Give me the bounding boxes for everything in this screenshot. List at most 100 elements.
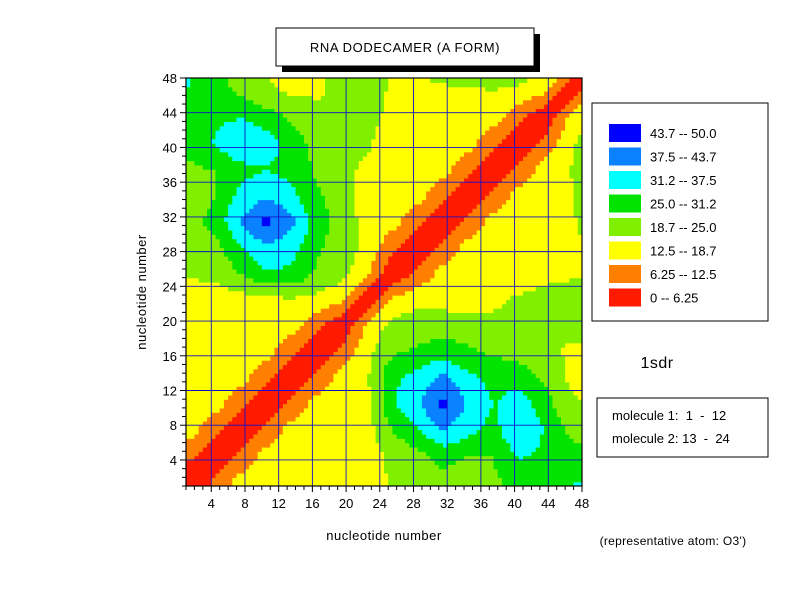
heatmap-cell xyxy=(329,438,335,444)
heatmap-cell xyxy=(266,464,271,470)
heatmap-cell xyxy=(299,104,305,109)
heatmap-cell xyxy=(202,481,208,486)
heatmap-cell xyxy=(240,277,246,283)
heatmap-cell xyxy=(333,377,339,383)
heatmap-cell xyxy=(249,125,254,131)
heatmap-cell xyxy=(299,455,305,461)
heatmap-cell xyxy=(308,351,313,357)
heatmap-cell xyxy=(291,251,297,257)
heatmap-cell xyxy=(392,199,398,205)
heatmap-cell xyxy=(396,238,402,244)
heatmap-cell xyxy=(341,221,347,227)
heatmap-cell xyxy=(392,242,398,248)
heatmap-cell xyxy=(384,86,389,92)
heatmap-cell xyxy=(303,295,309,300)
heatmap-cell xyxy=(325,277,330,283)
heatmap-cell xyxy=(240,234,246,240)
heatmap-cell xyxy=(337,334,343,340)
heatmap-cell xyxy=(211,173,217,179)
heatmap-cell xyxy=(388,125,394,131)
heatmap-cell xyxy=(358,156,364,162)
heatmap-cell xyxy=(350,164,356,170)
heatmap-cell xyxy=(291,264,297,270)
heatmap-cell xyxy=(232,242,238,248)
heatmap-cell xyxy=(392,325,398,331)
heatmap-cell xyxy=(186,242,191,248)
heatmap-cell xyxy=(240,203,246,209)
heatmap-cell xyxy=(388,303,394,309)
heatmap-cell xyxy=(337,138,343,144)
heatmap-cell xyxy=(240,251,246,257)
heatmap-cell xyxy=(223,147,229,153)
heatmap-cell xyxy=(278,160,284,166)
heatmap-cell xyxy=(295,117,301,122)
heatmap-cell xyxy=(354,212,360,218)
heatmap-cell xyxy=(253,169,259,175)
heatmap-cell xyxy=(295,429,301,435)
heatmap-cell xyxy=(249,455,254,461)
heatmap-cell xyxy=(291,412,297,418)
heatmap-cell xyxy=(346,412,351,418)
heatmap-cell xyxy=(350,295,356,300)
heatmap-cell xyxy=(274,290,280,296)
heatmap-cell xyxy=(223,334,229,340)
heatmap-cell xyxy=(303,221,309,227)
heatmap-cell xyxy=(299,407,305,413)
heatmap-cell xyxy=(316,342,322,348)
heatmap-cell xyxy=(358,429,364,435)
heatmap-cell xyxy=(257,468,263,474)
heatmap-cell xyxy=(388,169,394,175)
heatmap-cell xyxy=(266,425,271,431)
heatmap-cell xyxy=(384,351,389,357)
heatmap-cell xyxy=(270,251,276,257)
heatmap-cell xyxy=(194,433,200,439)
heatmap-cell xyxy=(392,203,398,209)
heatmap-cell xyxy=(249,147,254,153)
heatmap-cell xyxy=(274,299,280,305)
heatmap-cell xyxy=(333,425,339,431)
heatmap-cell xyxy=(358,416,364,422)
heatmap-cell xyxy=(367,381,372,387)
heatmap-cell xyxy=(207,303,212,309)
heatmap-cell xyxy=(232,203,238,209)
heatmap-cell xyxy=(232,247,238,253)
heatmap-cell xyxy=(333,394,339,400)
heatmap-cell xyxy=(198,481,204,486)
heatmap-cell xyxy=(274,78,280,83)
heatmap-cell xyxy=(316,225,322,231)
heatmap-cell xyxy=(354,121,360,127)
heatmap-cell xyxy=(341,455,347,461)
heatmap-cell xyxy=(215,195,221,201)
heatmap-cell xyxy=(232,451,238,457)
heatmap-cell xyxy=(253,108,259,114)
heatmap-cell xyxy=(219,334,225,340)
heatmap-cell xyxy=(358,164,364,170)
heatmap-cell xyxy=(346,316,351,322)
heatmap-cell xyxy=(316,156,322,162)
heatmap-cell xyxy=(405,455,410,461)
heatmap-cell xyxy=(354,347,360,353)
heatmap-cell xyxy=(329,464,335,470)
heatmap-cell xyxy=(333,86,339,92)
heatmap-cell xyxy=(270,321,276,326)
heatmap-cell xyxy=(228,78,233,83)
heatmap-cell xyxy=(341,199,347,205)
heatmap-cell xyxy=(190,251,196,257)
heatmap-cell xyxy=(320,355,326,361)
heatmap-cell xyxy=(316,130,322,136)
heatmap-cell xyxy=(341,364,347,370)
heatmap-cell xyxy=(253,138,259,144)
heatmap-cell xyxy=(341,381,347,387)
heatmap-cell xyxy=(274,125,280,131)
heatmap-cell xyxy=(295,212,301,218)
heatmap-cell xyxy=(253,394,259,400)
heatmap-cell xyxy=(215,459,221,465)
heatmap-cell xyxy=(198,299,204,305)
heatmap-cell xyxy=(375,212,381,218)
heatmap-cell xyxy=(308,234,313,240)
heatmap-cell xyxy=(308,121,313,127)
heatmap-cell xyxy=(261,455,267,461)
heatmap-cell xyxy=(257,117,263,122)
heatmap-cell xyxy=(371,368,377,374)
heatmap-cell xyxy=(211,442,217,448)
